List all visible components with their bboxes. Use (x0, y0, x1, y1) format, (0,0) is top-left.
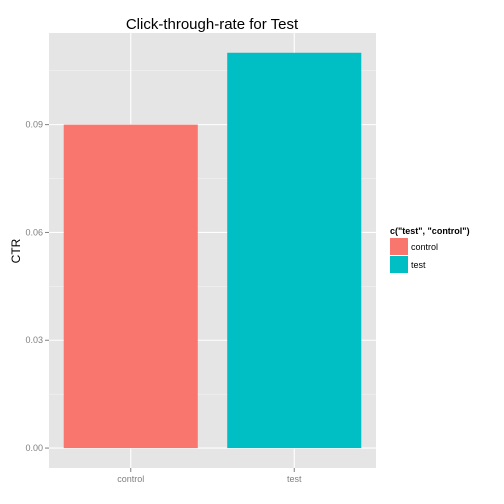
legend-swatch-test (390, 256, 408, 273)
bar-control (63, 124, 198, 449)
legend-label-control: control (411, 242, 438, 252)
bars (63, 52, 362, 449)
y-tick-label: 0.06 (25, 227, 43, 237)
x-axis-ticks: control test (117, 468, 302, 484)
y-tick-label: 0.00 (25, 443, 43, 453)
bar-test (227, 52, 362, 449)
y-axis-title: CTR (9, 238, 23, 263)
chart-title: Click-through-rate for Test (126, 16, 299, 33)
y-tick-label: 0.09 (25, 120, 43, 130)
legend-title: c("test", "control") (390, 226, 470, 236)
legend: c("test", "control") control test (390, 226, 470, 273)
y-tick-label: 0.03 (25, 335, 43, 345)
x-tick-label-test: test (287, 474, 302, 484)
legend-swatch-control (390, 238, 408, 255)
y-axis-ticks: 0.00 0.03 0.06 0.09 (25, 120, 49, 453)
legend-label-test: test (411, 260, 426, 270)
x-tick-label-control: control (117, 474, 144, 484)
